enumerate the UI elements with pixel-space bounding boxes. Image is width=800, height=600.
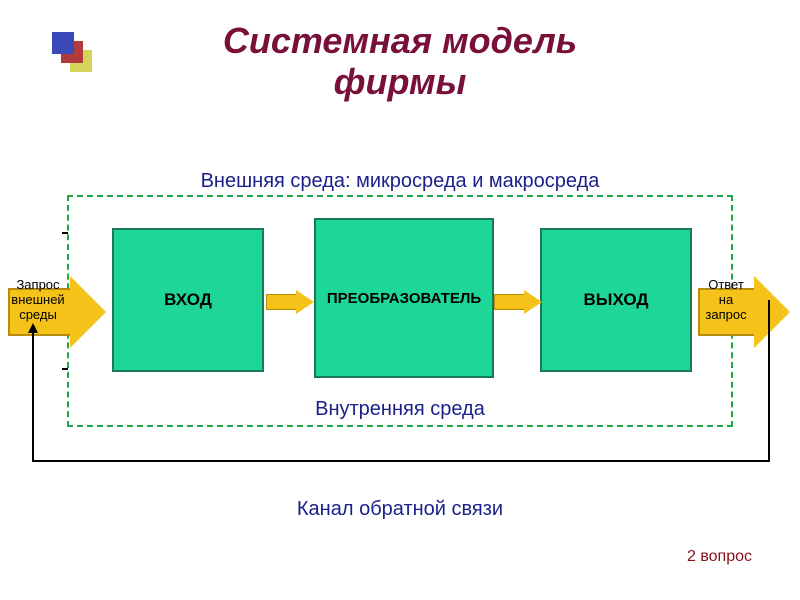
tick-mark — [62, 368, 68, 370]
internal-env-label: Внутренняя среда — [0, 398, 800, 421]
block-input-label: ВХОД — [164, 290, 212, 310]
arrow-transform-to-output — [494, 290, 542, 314]
label-line: Ответ — [708, 277, 744, 292]
title-line1: Системная модель — [223, 20, 577, 61]
feedback-line — [32, 332, 34, 462]
arrow-input-to-transform — [266, 290, 314, 314]
label-line: запрос — [705, 307, 746, 322]
arrow-shaft — [494, 294, 524, 310]
block-transform-label: ПРЕОБРАЗОВАТЕЛЬ — [327, 290, 481, 307]
label-line: среды — [19, 307, 57, 322]
feedback-line — [32, 460, 770, 462]
label-line: внешней — [11, 292, 64, 307]
tick-mark — [62, 232, 68, 234]
block-transform: ПРЕОБРАЗОВАТЕЛЬ — [314, 218, 494, 378]
arrow-head-icon — [296, 290, 314, 314]
footer-note: 2 вопрос — [687, 548, 752, 566]
arrow-head-icon — [70, 276, 106, 348]
arrow-shaft — [266, 294, 296, 310]
feedback-line — [768, 300, 770, 462]
arrow-head-icon — [524, 290, 542, 314]
block-input: ВХОД — [112, 228, 264, 372]
arrow-response-label: Ответ на запрос — [700, 278, 752, 323]
external-env-label: Внешняя среда: микросреда и макросреда — [0, 170, 800, 193]
block-output-label: ВЫХОД — [584, 290, 649, 310]
slide-title: Системная модель фирмы — [0, 20, 800, 103]
arrow-head-icon — [754, 276, 790, 348]
logo-square — [52, 32, 74, 54]
feedback-channel-label: Канал обратной связи — [0, 498, 800, 521]
title-line2: фирмы — [334, 61, 467, 102]
block-output: ВЫХОД — [540, 228, 692, 372]
feedback-arrowhead-icon — [28, 323, 38, 333]
arrow-request-label: Запрос внешней среды — [10, 278, 66, 323]
label-line: на — [719, 292, 733, 307]
label-line: Запрос — [16, 277, 59, 292]
